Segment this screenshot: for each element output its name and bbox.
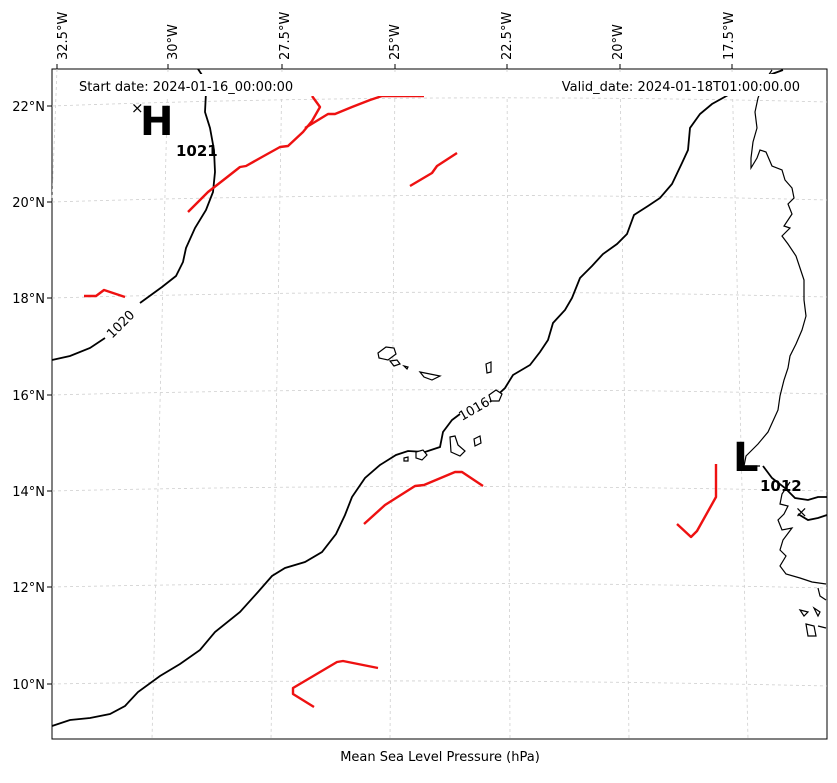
parallel-20n bbox=[51, 195, 828, 203]
high-center-marker: × bbox=[131, 99, 144, 117]
cape-verde-islands bbox=[377, 346, 503, 462]
africa-coastline bbox=[743, 69, 827, 637]
lon-tick-label: 17.5°W bbox=[722, 12, 737, 60]
latitude-axis: 22°N 20°N 18°N 16°N 14°N 12°N 10°N bbox=[12, 100, 52, 693]
meridian-25w bbox=[389, 68, 396, 740]
valid-date-label: Valid_date: 2024-01-18T01:00:00.00 bbox=[562, 80, 800, 95]
lat-tick-label: 20°N bbox=[12, 196, 45, 211]
high-pressure-value: 1021 bbox=[176, 142, 218, 160]
graticule bbox=[51, 68, 828, 740]
longitude-axis: 32.5°W 30°W 27.5°W 25°W 22.5°W 20°W 17.5… bbox=[56, 12, 737, 69]
low-pressure-value: 1012 bbox=[760, 477, 802, 495]
island-santo-antao bbox=[377, 346, 397, 361]
island-sal bbox=[485, 361, 492, 374]
lat-tick-marks bbox=[47, 105, 52, 685]
parallel-14n bbox=[51, 486, 828, 492]
lon-tick-label: 20°W bbox=[611, 24, 626, 60]
low-pressure-center: × L 1012 bbox=[733, 435, 808, 521]
island-maio bbox=[473, 435, 482, 447]
lat-tick-label: 22°N bbox=[12, 100, 45, 115]
lat-tick-label: 14°N bbox=[12, 485, 45, 500]
lat-tick-label: 18°N bbox=[12, 292, 45, 307]
meridian-17-5w bbox=[731, 68, 749, 740]
lon-tick-label: 30°W bbox=[166, 24, 181, 60]
meridian-32-5w bbox=[51, 68, 58, 201]
front-east bbox=[676, 464, 718, 539]
lat-tick-label: 12°N bbox=[12, 581, 45, 596]
parallel-10n bbox=[51, 680, 828, 687]
meridian-20w bbox=[619, 68, 630, 740]
front-central-north bbox=[409, 151, 458, 188]
high-pressure-center: × H 1021 bbox=[131, 99, 218, 160]
meridian-27-5w bbox=[270, 68, 283, 740]
lat-tick-label: 16°N bbox=[12, 389, 45, 404]
island-boa-vista bbox=[488, 389, 503, 402]
map-xlabel: Mean Sea Level Pressure (hPa) bbox=[340, 750, 540, 765]
parallel-16n bbox=[51, 389, 828, 396]
island-santa-luzia bbox=[402, 364, 409, 371]
front-south bbox=[291, 659, 379, 709]
lon-tick-label: 32.5°W bbox=[56, 12, 71, 60]
high-letter: H bbox=[140, 99, 173, 145]
lat-tick-label: 10°N bbox=[12, 678, 45, 693]
island-brava bbox=[403, 456, 409, 462]
map-frame bbox=[51, 68, 828, 740]
parallel-22n bbox=[51, 97, 828, 107]
lon-tick-label: 25°W bbox=[388, 24, 403, 60]
isobar-1020 bbox=[51, 68, 216, 361]
island-santiago bbox=[449, 435, 466, 457]
parallel-18n bbox=[51, 291, 828, 299]
front-west bbox=[84, 288, 126, 299]
lon-tick-label: 22.5°W bbox=[500, 12, 515, 60]
low-center-marker: × bbox=[795, 503, 808, 521]
low-letter: L bbox=[733, 435, 759, 481]
island-sao-nicolau bbox=[418, 371, 442, 381]
info-backdrop bbox=[60, 74, 820, 96]
isobar-1012 bbox=[762, 465, 828, 521]
lon-tick-marks bbox=[56, 64, 733, 69]
start-date-label: Start date: 2024-01-16_00:00:00 bbox=[79, 80, 293, 95]
island-fogo bbox=[415, 449, 428, 461]
map-panel: × H 1021 × L 1012 1020 1016 Start date: … bbox=[51, 68, 828, 740]
parallel-12n bbox=[51, 582, 828, 589]
island-sao-vicente bbox=[388, 359, 401, 367]
front-central bbox=[363, 470, 484, 525]
meridian-30w bbox=[151, 68, 169, 740]
front-north-1 bbox=[187, 95, 322, 213]
lon-tick-label: 27.5°W bbox=[278, 12, 293, 60]
meridian-22-5w bbox=[506, 68, 511, 740]
